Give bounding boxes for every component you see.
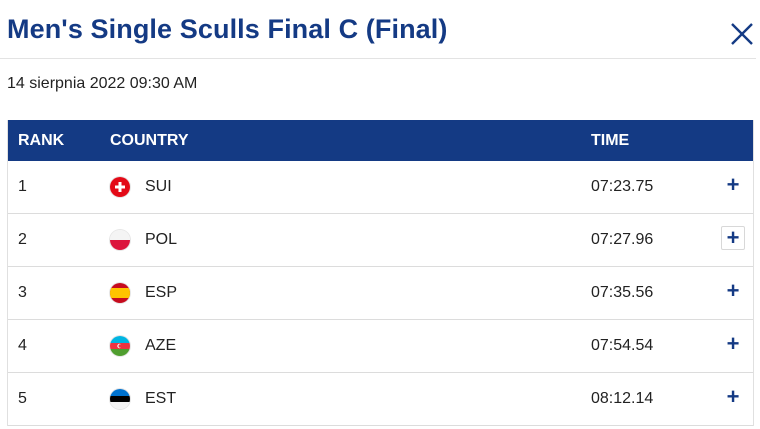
country-cell: SUI [145,178,172,195]
rank-cell: 2 [18,231,27,248]
expand-row-button[interactable]: + [721,225,745,250]
rank-cell: 4 [18,337,27,354]
race-date: 14 sierpnia 2022 09:30 AM [7,75,198,92]
table-header: RANK COUNTRY TIME [8,120,753,161]
title-divider [0,58,756,59]
azerbaijan-flag-icon [110,336,130,356]
expand-row-button[interactable]: + [726,331,740,356]
spain-flag-icon [110,283,130,303]
table-row: 3 ESP 07:35.56 + [8,267,753,320]
rank-cell: 3 [18,284,27,301]
expand-row-button[interactable]: + [726,172,740,197]
expand-row-button[interactable]: + [726,278,740,303]
table-row: 4 AZE 07:54.54 + [8,320,753,373]
dialog-title: Men's Single Sculls Final C (Final) [7,14,448,44]
header-time: TIME [591,132,630,149]
time-cell: 07:35.56 [591,284,654,301]
table-row: 5 EST 08:12.14 + [8,373,753,426]
time-cell: 08:12.14 [591,390,654,407]
time-cell: 07:23.75 [591,178,654,195]
table-row: 1 SUI 07:23.75 + [8,161,753,214]
expand-row-button[interactable]: + [726,384,740,409]
table-row: 2 POL 07:27.96 + [8,214,753,267]
country-cell: POL [145,231,178,248]
country-cell: ESP [145,284,178,301]
header-rank: RANK [18,132,65,149]
rank-cell: 1 [18,178,27,195]
time-cell: 07:54.54 [591,337,654,354]
time-cell: 07:27.96 [591,231,654,248]
results-table: RANK COUNTRY TIME 1 SUI 07:23.75 + 2 POL… [7,120,754,426]
header-country: COUNTRY [110,132,189,149]
close-icon[interactable] [728,20,756,48]
country-cell: EST [145,390,177,407]
switzerland-flag-icon [110,177,130,197]
poland-flag-icon [110,230,130,250]
estonia-flag-icon [110,389,130,409]
rank-cell: 5 [18,390,27,407]
country-cell: AZE [145,337,177,354]
